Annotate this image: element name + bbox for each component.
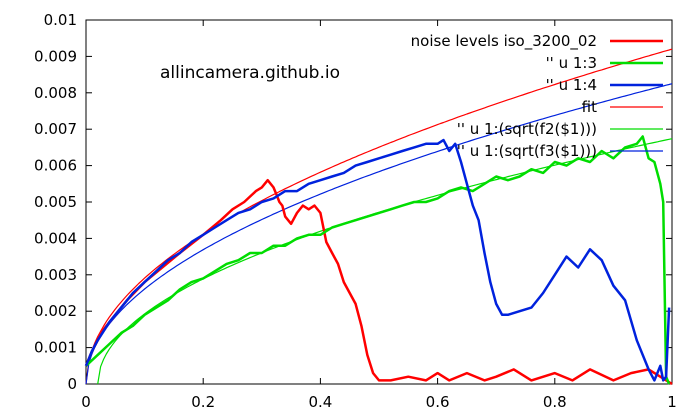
legend: noise levels iso_3200_02 '' u 1:3 '' u 1:4…	[411, 32, 663, 160]
annotation-text: allincamera.github.io	[160, 63, 340, 83]
axis-ticks: 0 0.001 0.002 0.003 0.004 0.005 0.006 0.007 0.00…	[34, 11, 677, 411]
legend-label-3: fit	[582, 98, 597, 116]
x-tick-label: 0	[81, 393, 91, 411]
series-group	[84, 48, 673, 386]
legend-label-4: '' u 1:(sqrt(f2($1)))	[457, 120, 597, 138]
series-line-3	[85, 48, 673, 385]
series-line-2	[84, 138, 671, 382]
x-tick-label: 1	[667, 393, 677, 411]
y-tick-label: 0.01	[44, 11, 77, 29]
legend-label-2: '' u 1:4	[546, 76, 597, 94]
x-tick-label: 0.8	[543, 393, 567, 411]
x-tick-label: 0.6	[426, 393, 450, 411]
series-line-0	[84, 178, 673, 386]
legend-label-0: noise levels iso_3200_02	[411, 32, 597, 51]
y-tick-label: 0.003	[34, 266, 77, 284]
y-tick-label: 0.004	[34, 229, 77, 247]
y-tick-label: 0.001	[34, 339, 77, 357]
series-line-5	[85, 83, 673, 385]
y-tick-label: 0.009	[34, 47, 77, 65]
legend-label-1: '' u 1:3	[546, 54, 597, 72]
y-tick-label: 0.006	[34, 157, 77, 175]
y-tick-label: 0.005	[34, 193, 77, 211]
legend-label-5: '' u 1:(sqrt(f3($1)))	[457, 142, 597, 160]
x-tick-label: 0.4	[308, 393, 332, 411]
x-tick-label: 0.2	[191, 393, 215, 411]
y-tick-label: 0	[67, 375, 77, 393]
y-tick-label: 0.002	[34, 302, 77, 320]
y-tick-label: 0.007	[34, 120, 77, 138]
y-tick-label: 0.008	[34, 84, 77, 102]
series-line-1	[85, 135, 671, 385]
